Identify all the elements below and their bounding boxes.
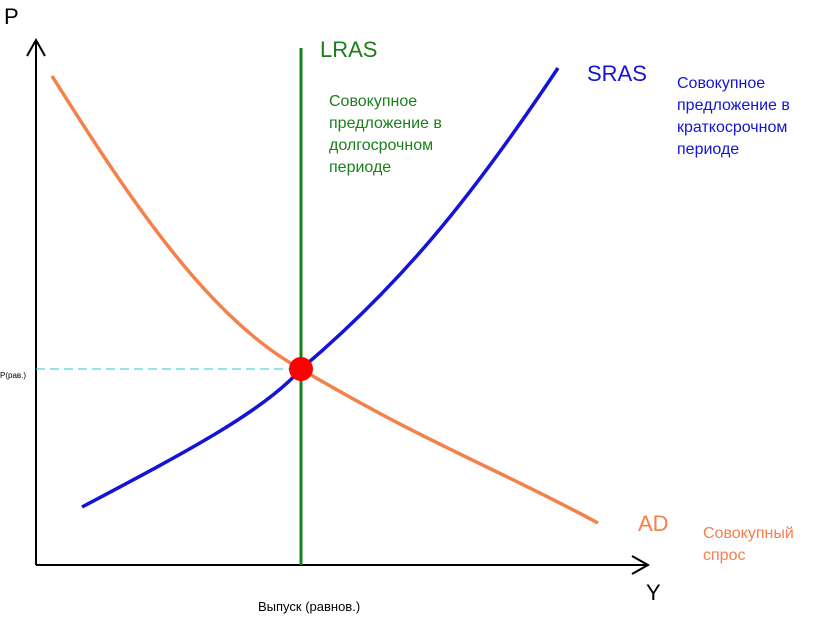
ad-description-line: Совокупный xyxy=(703,525,794,542)
ad-description: Совокупный спрос xyxy=(703,525,794,564)
ad-label: AD xyxy=(638,511,669,536)
y-axis-arrow xyxy=(26,37,46,57)
ad-curve xyxy=(50,75,599,525)
sras-description-line: периоде xyxy=(677,141,739,158)
sras-description: Совокупное предложение в краткосрочном п… xyxy=(677,75,790,158)
y-axis-label: P xyxy=(4,4,19,29)
lras-description-line: Совокупное xyxy=(329,93,417,110)
lras-description-line: периоде xyxy=(329,159,391,176)
equilibrium-point xyxy=(289,357,313,381)
equilibrium-price-label: P(рав.) xyxy=(0,371,26,380)
x-axis-arrow xyxy=(631,555,651,575)
lras-description-line: предложение в xyxy=(329,115,442,132)
lras-description: Совокупное предложение в долгосрочном пе… xyxy=(329,93,442,176)
x-axis-label: Y xyxy=(646,580,661,605)
ad-description-line: спрос xyxy=(703,547,745,564)
lras-description-line: долгосрочном xyxy=(329,137,433,154)
sras-label: SRAS xyxy=(587,61,647,86)
sras-description-line: краткосрочном xyxy=(677,119,787,136)
axes: P Y xyxy=(4,4,661,605)
sras-curve xyxy=(81,67,560,509)
sras-description-line: предложение в xyxy=(677,97,790,114)
sras-description-line: Совокупное xyxy=(677,75,765,92)
lras-label: LRAS xyxy=(320,37,377,62)
equilibrium-output-label: Выпуск (равнов.) xyxy=(258,599,360,614)
